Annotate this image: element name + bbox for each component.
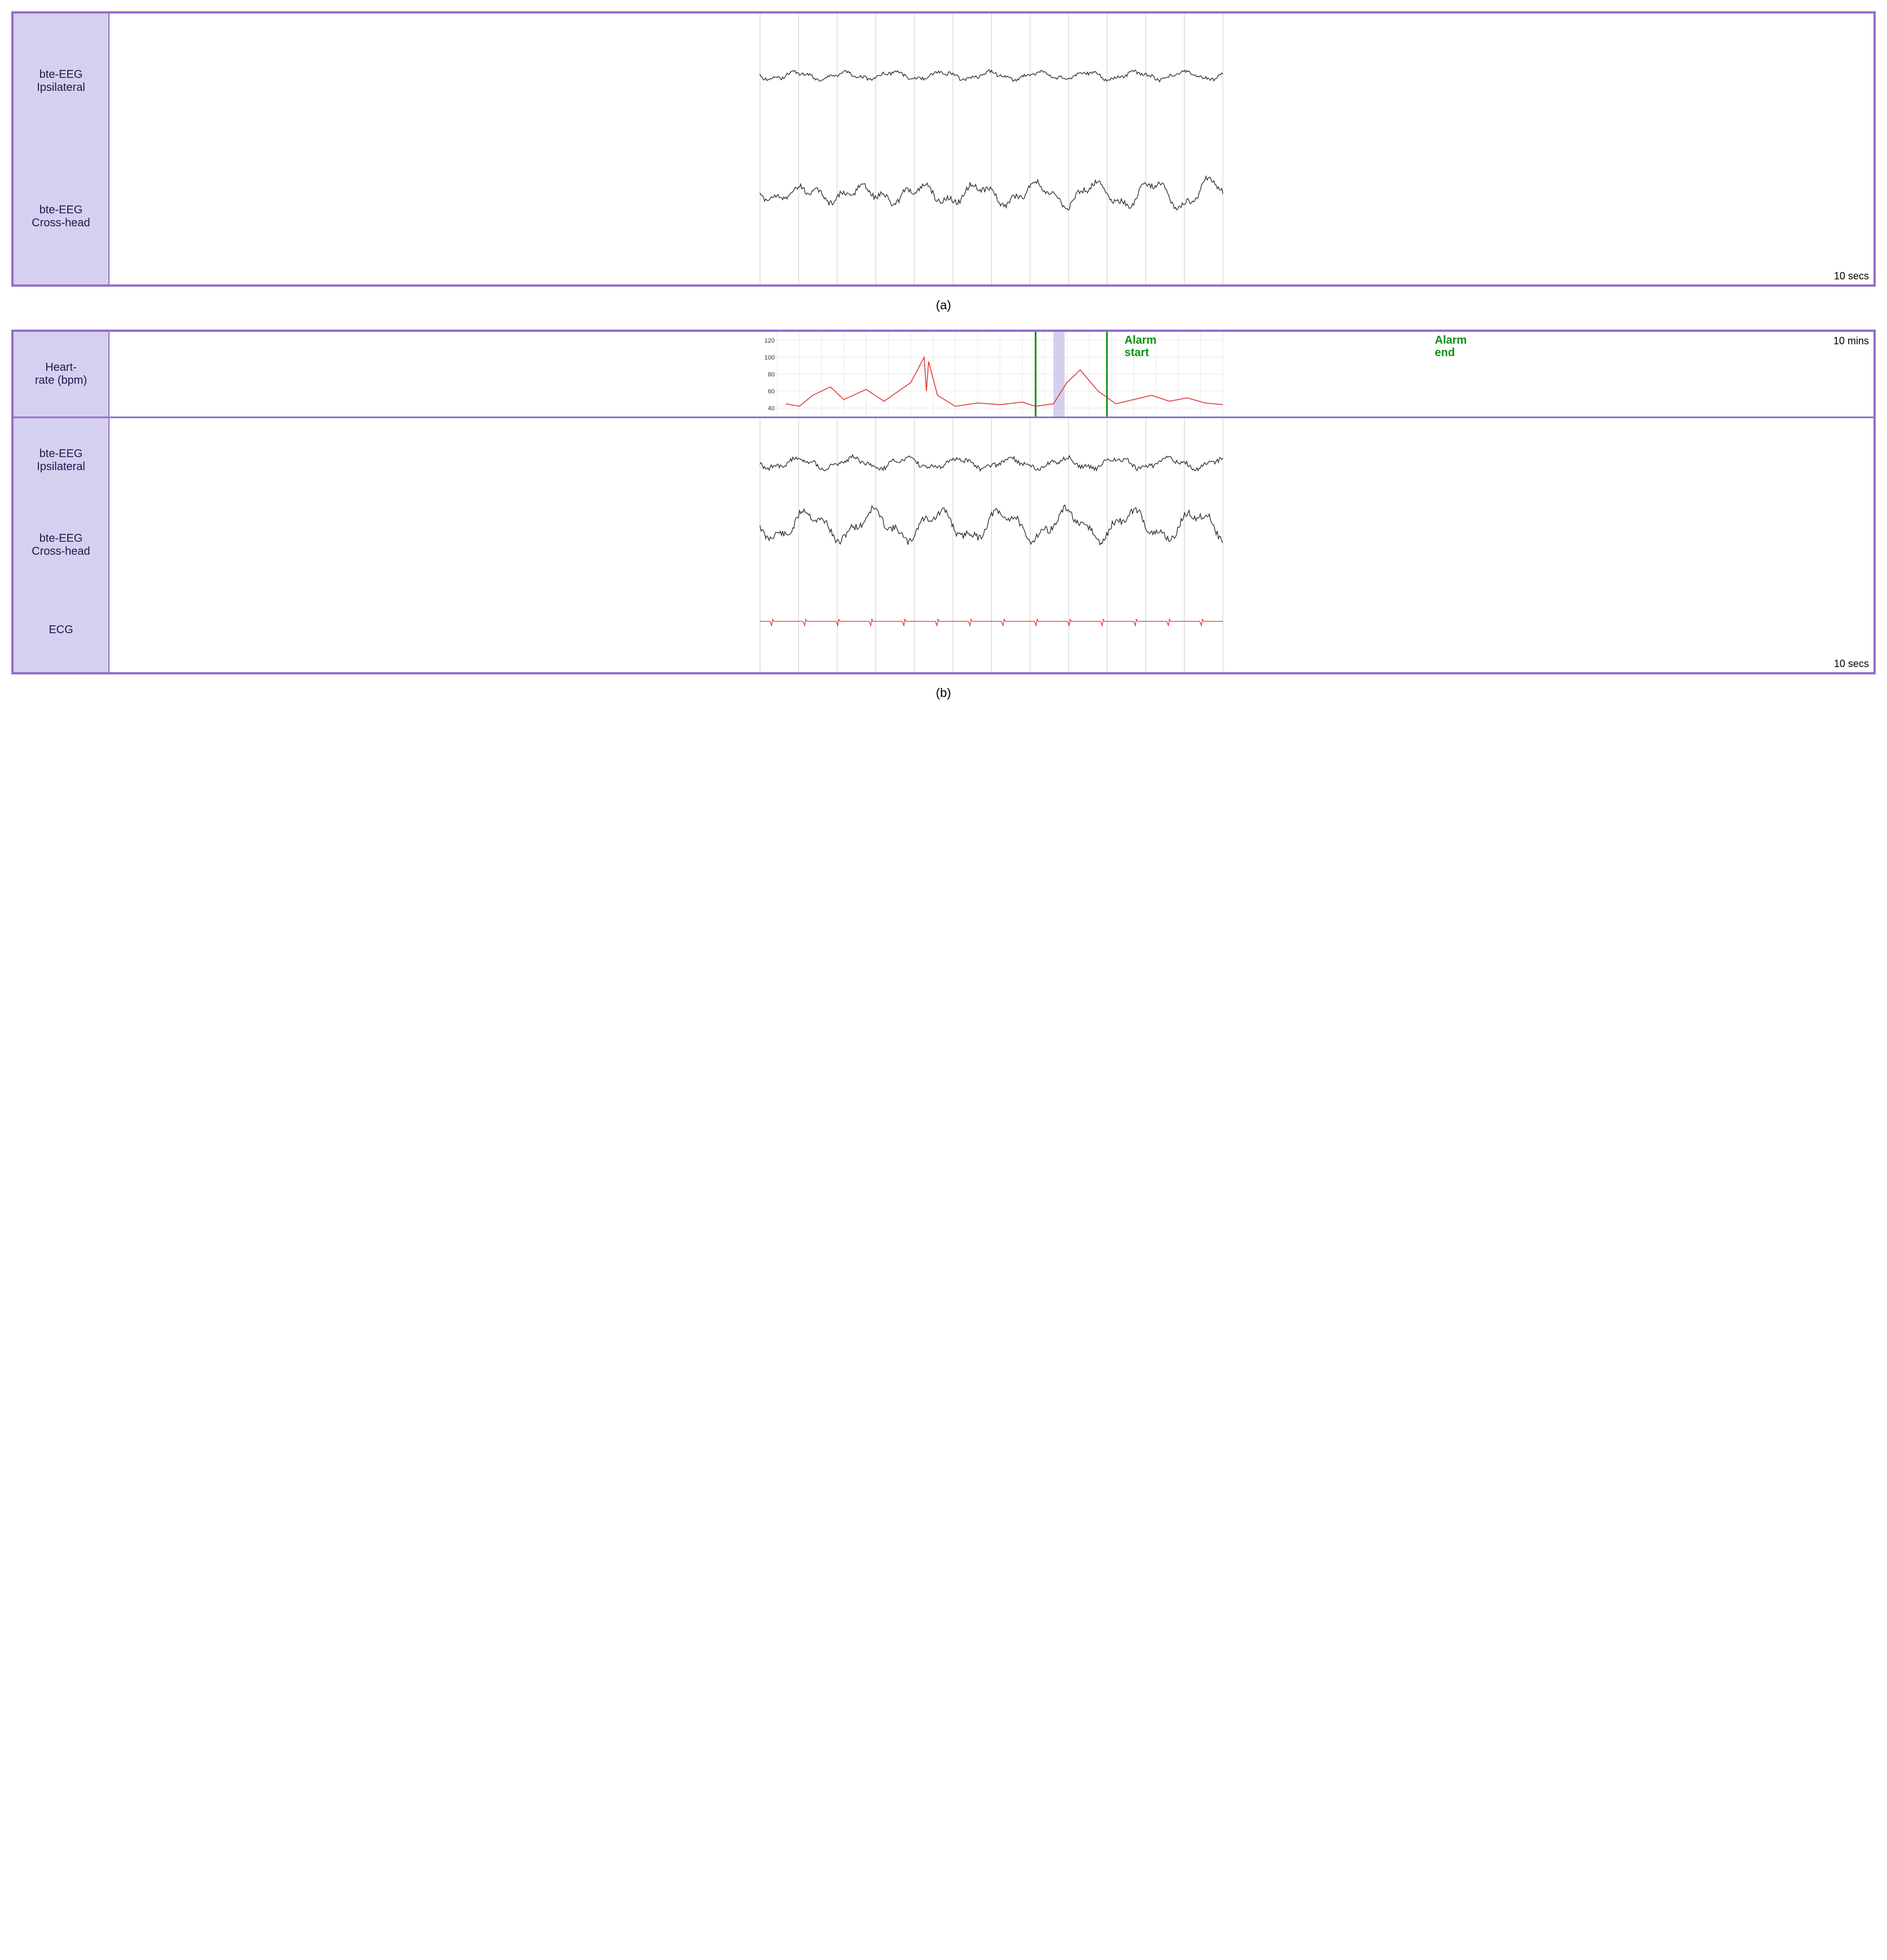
svg-text:120: 120 <box>764 337 774 344</box>
panel-b-lower-svg <box>110 418 1873 672</box>
panel-a-svg <box>110 14 1873 284</box>
caption-b: (b) <box>11 686 1876 700</box>
panel-b: Heart- rate (bpm) 40 60 80 100 120 10 mins A… <box>11 330 1876 674</box>
panel-b-lower-chart: 10 secs <box>110 418 1873 672</box>
panel-a-time-label: 10 secs <box>1834 270 1869 282</box>
alarm-end-label: Alarmend <box>1435 334 1467 359</box>
trace-label: bte-EEGIpsilateral <box>14 418 108 503</box>
panel-b-hr-chart: 40 60 80 100 120 10 mins Alarmstart Alarmend <box>110 332 1873 416</box>
trace-label: bte-EEGCross-head <box>14 149 108 284</box>
panel-a-chart: 10 secs <box>110 14 1873 284</box>
svg-text:40: 40 <box>768 405 774 412</box>
svg-text:100: 100 <box>764 354 774 361</box>
svg-text:60: 60 <box>768 388 774 395</box>
caption-a: (a) <box>11 298 1876 313</box>
heartrate-label-line2: rate (bpm) <box>35 374 87 387</box>
trace-label: ECG <box>14 587 108 672</box>
heartrate-time-label: 10 mins <box>1833 335 1869 347</box>
alarm-start-label: Alarmstart <box>1124 334 1157 359</box>
panel-b-lower-row: bte-EEGIpsilateralbte-EEGCross-headECG 1… <box>14 418 1873 672</box>
panel-b-heartrate-row: Heart- rate (bpm) 40 60 80 100 120 10 mins A… <box>14 332 1873 418</box>
panel-b-lower-labelcol: bte-EEGIpsilateralbte-EEGCross-headECG <box>14 418 110 672</box>
heartrate-label: Heart- rate (bpm) <box>14 332 108 416</box>
trace-label: bte-EEGIpsilateral <box>14 14 108 149</box>
heartrate-svg: 40 60 80 100 120 <box>110 332 1873 416</box>
panel-a-labels: bte-EEGIpsilateralbte-EEGCross-head <box>14 14 110 284</box>
heartrate-label-line1: Heart- <box>35 361 87 374</box>
trace-label: bte-EEGCross-head <box>14 503 108 587</box>
panel-b-lower-time-label: 10 secs <box>1834 658 1869 670</box>
panel-a: bte-EEGIpsilateralbte-EEGCross-head 10 s… <box>11 11 1876 287</box>
svg-text:80: 80 <box>768 371 774 378</box>
panel-b-hr-labelcol: Heart- rate (bpm) <box>14 332 110 416</box>
